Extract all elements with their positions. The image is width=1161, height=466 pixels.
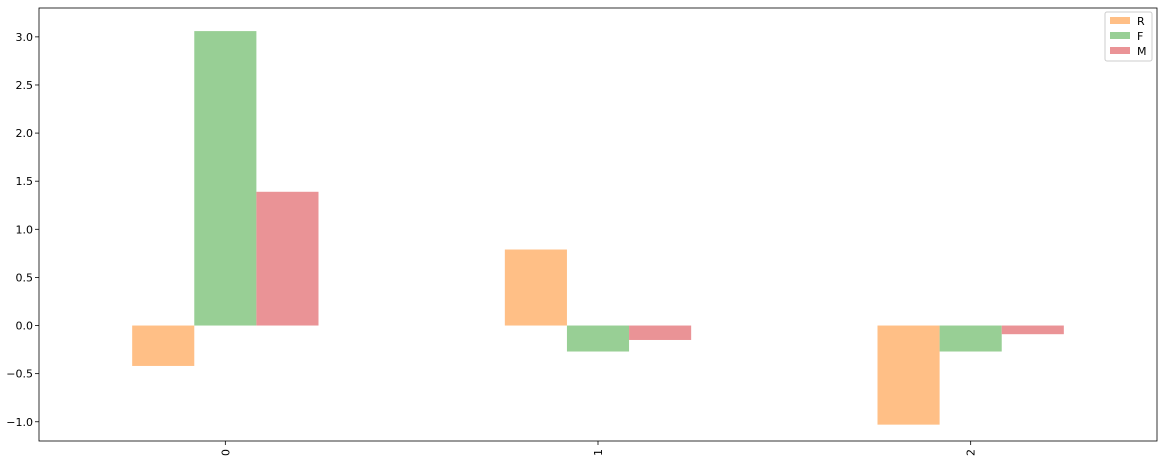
bar-R-0 (132, 325, 195, 366)
x-tick-label: 2 (965, 449, 978, 456)
x-tick-label: 1 (592, 449, 605, 456)
legend-swatch-F (1110, 32, 1130, 39)
bar-F-2 (939, 325, 1002, 352)
bar-M-2 (1001, 325, 1064, 335)
axes-layer: −1.0 −0.5 0.0 0.5 1.0 1.5 2.0 2.5 3.0 0 1 2 (6, 7, 1158, 456)
x-tick-label: 0 (219, 449, 232, 456)
legend-swatch-M (1110, 47, 1130, 54)
legend-label-F: F (1137, 30, 1143, 43)
y-tick-label: 1.0 (16, 223, 34, 236)
bar-F-1 (566, 325, 630, 352)
y-tick-label: 3.0 (16, 31, 34, 44)
legend-swatch-R (1110, 17, 1130, 24)
y-tick-label: 2.5 (16, 79, 34, 92)
y-tick-label: −1.0 (6, 416, 33, 429)
y-tick-label: 0.0 (16, 320, 34, 333)
y-tick-label: 0.5 (16, 271, 34, 284)
y-tick-label: 2.0 (16, 127, 34, 140)
bar-R-2 (877, 325, 940, 425)
legend: RFM (1104, 11, 1153, 62)
bar-F-0 (194, 31, 257, 326)
legend-label-R: R (1137, 15, 1145, 28)
bar-R-1 (504, 249, 567, 326)
bars-layer (132, 31, 1064, 425)
y-tick-label: −0.5 (6, 368, 33, 381)
legend-label-M: M (1137, 45, 1147, 58)
y-tick-label: 1.5 (16, 175, 34, 188)
bar-M-0 (256, 191, 319, 326)
bar-M-1 (629, 325, 692, 340)
